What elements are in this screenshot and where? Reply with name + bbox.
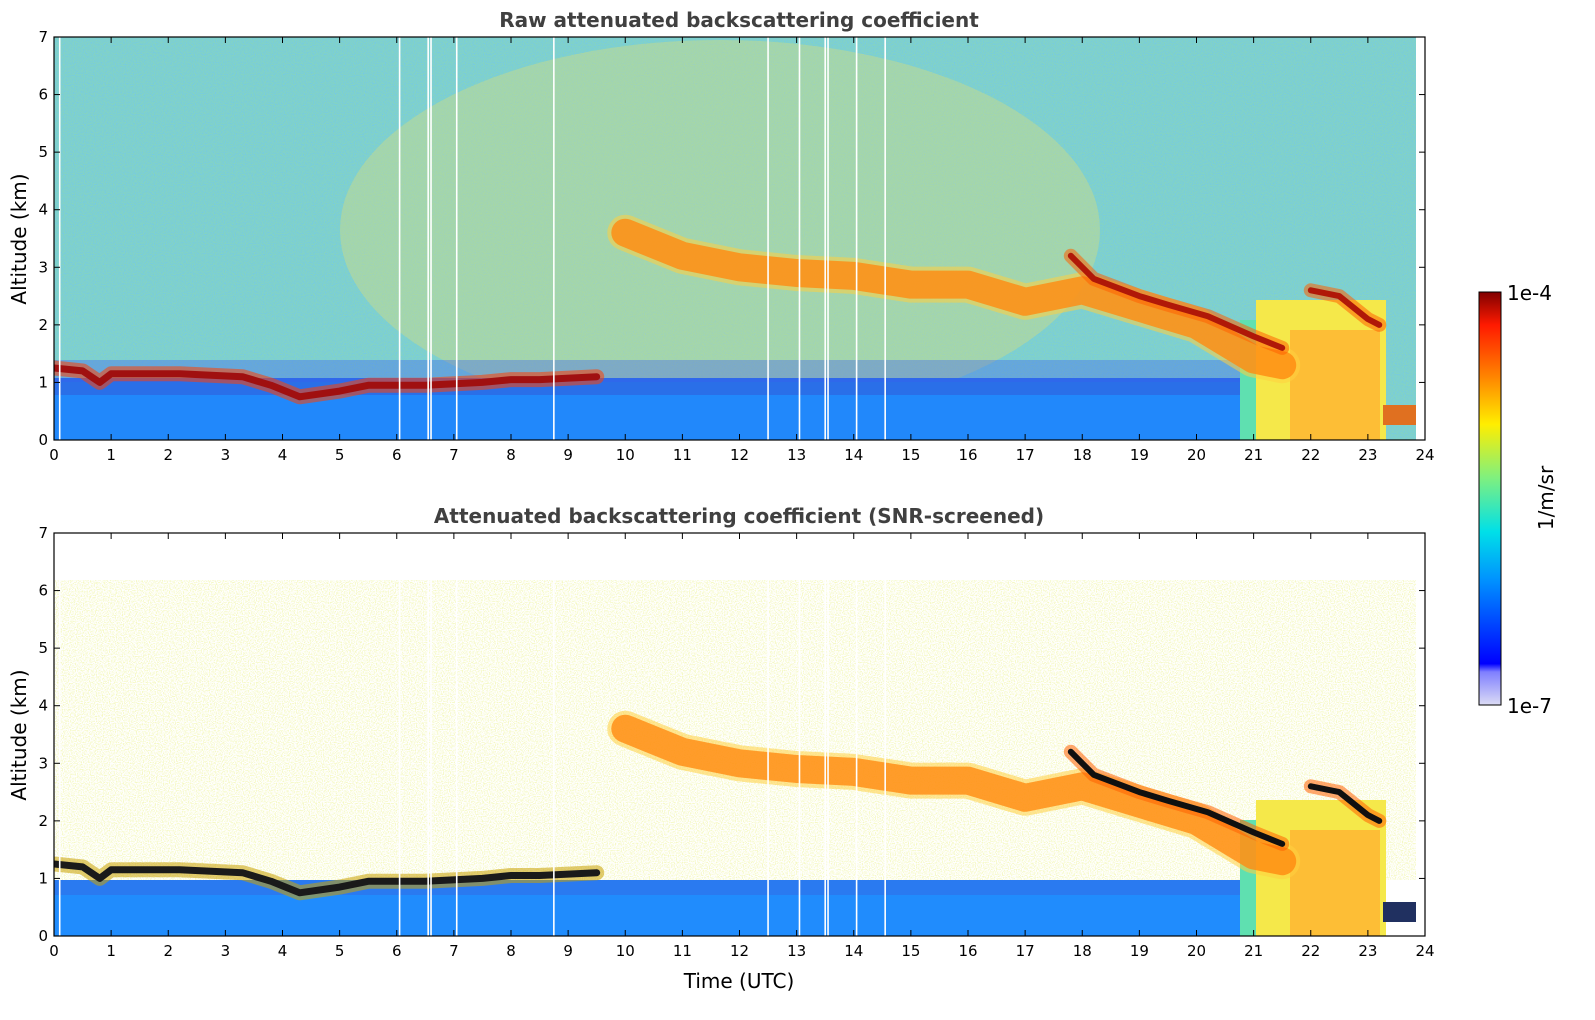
screened-backscatter-panel: Attenuated backscattering coefficient (S… <box>7 504 1435 993</box>
raw-layer-line <box>1067 252 1286 351</box>
screened-layer-line <box>1067 748 1286 847</box>
raw-x-tick-label: 21 <box>1244 446 1263 464</box>
raw-layer-line <box>611 218 1297 380</box>
raw-x-tick-label: 3 <box>221 446 231 464</box>
screened-y-tick-label: 7 <box>38 524 48 542</box>
raw-heatmap-image <box>54 37 1425 440</box>
colorbar-max-label: 1e-4 <box>1507 281 1552 305</box>
screened-y-tick-label: 1 <box>38 869 48 887</box>
screened-x-tick-label: 23 <box>1358 942 1377 960</box>
raw-x-tick-label: 17 <box>1016 446 1035 464</box>
raw-y-axis-label: Altitude (km) <box>7 173 31 304</box>
screened-y-tick-label: 2 <box>38 812 48 830</box>
screened-data-gaps <box>58 533 886 936</box>
raw-y-tick-label: 4 <box>38 201 48 219</box>
raw-x-tick-label: 10 <box>616 446 635 464</box>
screened-x-tick-label: 20 <box>1187 942 1206 960</box>
raw-x-tick-label: 19 <box>1130 446 1149 464</box>
screened-layer-line <box>611 714 1297 876</box>
raw-x-tick-label: 4 <box>278 446 288 464</box>
raw-x-tick-label: 18 <box>1073 446 1092 464</box>
raw-x-tick-label: 22 <box>1301 446 1320 464</box>
screened-x-tick-label: 8 <box>506 942 516 960</box>
colorbar-min-label: 1e-7 <box>1507 694 1552 718</box>
raw-y-tick-label: 0 <box>38 431 48 449</box>
raw-backscatter-panel: Raw attenuated backscattering coefficien… <box>7 8 1435 464</box>
raw-y-tick-label: 6 <box>38 86 48 104</box>
screened-x-tick-label: 2 <box>163 942 173 960</box>
raw-x-tick-label: 16 <box>958 446 977 464</box>
raw-x-tick-label: 20 <box>1187 446 1206 464</box>
screened-x-axis: 0 1 2 3 4 5 6 7 8 9 10 11 12 13 14 15 16 17 18 19 20 21 22 23 24 <box>49 533 1435 960</box>
screened-heatmap-image <box>54 533 1425 936</box>
screened-y-tick-label: 3 <box>38 754 48 772</box>
raw-x-tick-label: 6 <box>392 446 402 464</box>
screened-y-axis: 0 1 2 3 4 5 6 7 <box>38 524 1425 945</box>
screened-y-tick-label: 6 <box>38 582 48 600</box>
raw-x-tick-label: 12 <box>730 446 749 464</box>
raw-layer-line <box>1307 287 1383 328</box>
raw-aerosol-layers <box>54 214 1387 405</box>
raw-y-axis: 0 1 2 3 4 5 6 7 <box>38 28 1425 449</box>
screened-x-tick-label: 22 <box>1301 942 1320 960</box>
raw-x-tick-label: 5 <box>335 446 345 464</box>
raw-layer-line <box>54 364 601 401</box>
screened-x-tick-label: 12 <box>730 942 749 960</box>
screened-x-tick-label: 24 <box>1415 942 1434 960</box>
screened-y-tick-label: 0 <box>38 927 48 945</box>
screened-y-axis-label: Altitude (km) <box>7 669 31 800</box>
screened-x-tick-label: 15 <box>901 942 920 960</box>
colorbar-unit-label: 1/m/sr <box>1534 465 1558 530</box>
screened-x-tick-label: 7 <box>449 942 459 960</box>
screened-x-tick-label: 1 <box>106 942 116 960</box>
raw-panel-title: Raw attenuated backscattering coefficien… <box>499 8 979 32</box>
screened-x-tick-label: 10 <box>616 942 635 960</box>
colorbar-gradient <box>1478 291 1502 706</box>
screened-x-tick-label: 16 <box>958 942 977 960</box>
screened-x-tick-label: 5 <box>335 942 345 960</box>
raw-x-tick-label: 15 <box>901 446 920 464</box>
screened-x-tick-label: 11 <box>673 942 692 960</box>
raw-x-tick-label: 0 <box>49 446 59 464</box>
raw-y-tick-label: 2 <box>38 316 48 334</box>
screened-layer-line <box>54 860 601 897</box>
screened-x-tick-label: 9 <box>563 942 573 960</box>
raw-x-tick-label: 14 <box>844 446 863 464</box>
raw-y-tick-label: 3 <box>38 258 48 276</box>
raw-x-tick-label: 13 <box>787 446 806 464</box>
raw-x-tick-label: 7 <box>449 446 459 464</box>
screened-x-tick-label: 13 <box>787 942 806 960</box>
raw-y-tick-label: 7 <box>38 28 48 46</box>
screened-x-tick-label: 14 <box>844 942 863 960</box>
raw-x-axis: 0 1 2 3 4 5 6 7 8 9 10 11 12 13 14 15 16 17 18 19 20 21 22 23 24 <box>49 37 1435 464</box>
screened-panel-title: Attenuated backscattering coefficient (S… <box>434 504 1044 528</box>
raw-x-tick-label: 9 <box>563 446 573 464</box>
screened-y-tick-label: 5 <box>38 639 48 657</box>
screened-layer-line <box>1307 783 1383 824</box>
raw-x-tick-label: 8 <box>506 446 516 464</box>
raw-x-tick-label: 1 <box>106 446 116 464</box>
raw-x-tick-label: 23 <box>1358 446 1377 464</box>
screened-x-tick-label: 6 <box>392 942 402 960</box>
screened-x-tick-label: 4 <box>278 942 288 960</box>
screened-x-tick-label: 18 <box>1073 942 1092 960</box>
colorbar: 1e-4 1e-7 1/m/sr <box>1478 281 1558 718</box>
screened-x-tick-label: 21 <box>1244 942 1263 960</box>
screened-y-tick-label: 4 <box>38 697 48 715</box>
screened-x-tick-label: 0 <box>49 942 59 960</box>
screened-aerosol-layers <box>54 710 1387 901</box>
raw-x-tick-label: 24 <box>1415 446 1434 464</box>
raw-data-gaps <box>58 37 886 440</box>
screened-x-tick-label: 3 <box>221 942 231 960</box>
raw-y-tick-label: 1 <box>38 373 48 391</box>
x-axis-label: Time (UTC) <box>683 969 795 993</box>
screened-x-tick-label: 17 <box>1016 942 1035 960</box>
screened-x-tick-label: 19 <box>1130 942 1149 960</box>
raw-x-tick-label: 2 <box>163 446 173 464</box>
raw-y-tick-label: 5 <box>38 143 48 161</box>
raw-x-tick-label: 11 <box>673 446 692 464</box>
